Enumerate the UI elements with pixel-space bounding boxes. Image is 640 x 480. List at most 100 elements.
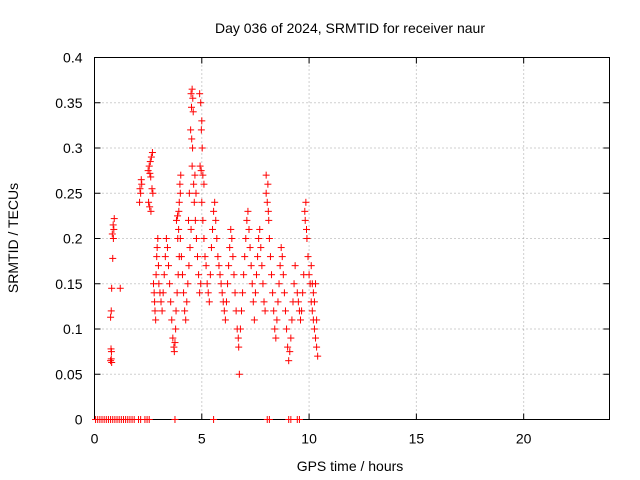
data-point [171, 416, 179, 423]
data-point [258, 262, 266, 270]
data-point [297, 316, 304, 324]
data-point [154, 235, 162, 242]
data-point [188, 85, 196, 93]
data-point [265, 416, 273, 423]
data-point [152, 316, 160, 324]
data-point [225, 262, 233, 270]
data-point [201, 253, 209, 261]
data-point [183, 298, 191, 306]
data-point [197, 126, 205, 134]
data-point [276, 262, 284, 270]
data-point [235, 370, 243, 378]
data-point [271, 325, 279, 333]
data-point [175, 207, 183, 215]
data-point [204, 289, 212, 297]
data-point [174, 212, 182, 220]
data-point [161, 253, 169, 261]
data-point [148, 149, 156, 157]
data-point [153, 244, 161, 252]
data-point [167, 298, 175, 306]
data-point [259, 280, 267, 288]
data-point [294, 298, 302, 306]
data-point [310, 325, 318, 333]
data-point [234, 334, 242, 342]
data-point [266, 253, 274, 261]
data-point [163, 244, 171, 252]
data-point [288, 316, 296, 324]
data-point [268, 271, 276, 279]
data-point [308, 307, 316, 315]
data-point [186, 244, 194, 252]
data-point [245, 225, 253, 233]
y-tick-label: 0.3 [63, 140, 83, 156]
data-point [176, 180, 184, 188]
data-point [212, 216, 220, 224]
data-point [149, 189, 157, 197]
data-point [249, 298, 257, 306]
data-point [312, 334, 320, 342]
data-point [197, 99, 205, 107]
y-tick-label: 0.05 [55, 366, 82, 382]
data-point [250, 316, 258, 324]
data-point [210, 207, 218, 215]
data-point [177, 171, 185, 179]
data-point [198, 198, 206, 206]
data-point [192, 235, 200, 242]
data-point [253, 271, 261, 279]
data-point [261, 307, 269, 315]
y-tick-label: 0.35 [55, 95, 82, 111]
data-point [283, 325, 291, 333]
data-point [217, 280, 225, 288]
data-point [269, 289, 277, 297]
data-point [235, 343, 243, 351]
data-point [148, 185, 156, 193]
data-point [295, 416, 303, 423]
data-point [116, 284, 124, 292]
data-point [172, 325, 180, 333]
data-point [145, 416, 153, 423]
data-point [146, 203, 154, 211]
data-point [170, 348, 178, 356]
data-point [153, 253, 161, 261]
x-tick-label: 10 [301, 431, 317, 447]
data-point [287, 334, 295, 342]
data-point [309, 289, 317, 297]
data-point [213, 235, 221, 242]
data-point [110, 215, 118, 223]
data-point [221, 316, 229, 324]
data-point [280, 289, 288, 297]
data-point [200, 235, 208, 242]
chart-title: Day 036 of 2024, SRMTID for receiver nau… [215, 20, 485, 36]
data-point [155, 280, 163, 288]
data-point [255, 235, 263, 242]
data-points [92, 85, 322, 423]
data-point [199, 216, 207, 224]
data-point [160, 271, 168, 279]
data-point [168, 316, 176, 324]
data-point [272, 334, 280, 342]
data-point [216, 271, 224, 279]
data-point [151, 298, 159, 306]
data-point [215, 262, 223, 270]
data-point [175, 225, 183, 233]
grid [94, 57, 610, 420]
data-point [197, 280, 205, 288]
data-point [108, 230, 116, 238]
data-point [147, 153, 155, 161]
data-point [257, 244, 265, 252]
data-point [312, 280, 320, 288]
data-point [173, 289, 181, 297]
data-point [185, 262, 193, 270]
data-point [243, 216, 251, 224]
data-point [107, 307, 115, 315]
data-point [185, 189, 193, 197]
data-point [107, 357, 115, 365]
data-point [198, 144, 206, 152]
data-point [137, 189, 145, 197]
data-point [197, 167, 205, 175]
data-point [110, 225, 118, 233]
x-tick-label: 20 [516, 431, 532, 447]
data-point [227, 225, 235, 233]
data-point [285, 357, 293, 365]
